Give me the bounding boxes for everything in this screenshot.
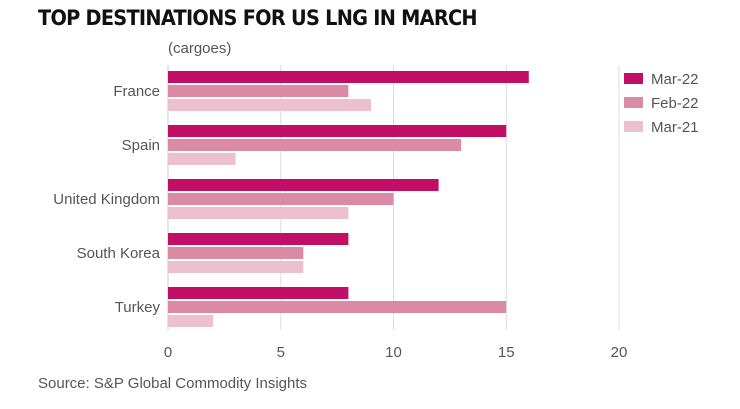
source-note: Source: S&P Global Commodity Insights [38,375,308,392]
bar-feb-22-france [168,85,349,97]
bar-mar-22-spain [168,125,507,137]
legend-swatch-mar-22 [624,73,643,84]
x-tick-label-20: 20 [611,344,628,361]
legend-swatch-mar-21 [624,121,643,132]
bar-mar-22-turkey [168,287,349,299]
chart-title: TOP DESTINATIONS FOR US LNG IN MARCH [38,6,478,30]
bar-feb-22-spain [168,139,462,151]
y-category-label: South Korea [77,245,161,262]
x-tick-label-10: 10 [385,344,402,361]
bar-mar-21-turkey [168,315,214,327]
legend-label-feb-22: Feb-22 [651,95,699,112]
bar-mar-21-south-korea [168,261,304,273]
x-tick-label-0: 0 [164,344,172,361]
bar-mar-21-spain [168,153,236,165]
bar-mar-21-united-kingdom [168,207,349,219]
unit-label: (cargoes) [168,40,232,57]
bar-mar-22-south-korea [168,233,349,245]
y-category-label: Spain [122,137,160,154]
bar-mar-22-france [168,71,529,83]
y-category-label: United Kingdom [53,191,160,208]
x-tick-label-15: 15 [498,344,515,361]
bar-mar-21-france [168,99,371,111]
bar-mar-22-united-kingdom [168,179,439,191]
legend-label-mar-21: Mar-21 [651,119,699,136]
legend-swatch-feb-22 [624,97,643,108]
legend-label-mar-22: Mar-22 [651,71,699,88]
bar-feb-22-south-korea [168,247,304,259]
y-category-label: France [113,83,160,100]
x-tick-label-5: 5 [277,344,285,361]
bar-feb-22-turkey [168,301,507,313]
y-category-label: Turkey [115,299,161,316]
bar-feb-22-united-kingdom [168,193,394,205]
